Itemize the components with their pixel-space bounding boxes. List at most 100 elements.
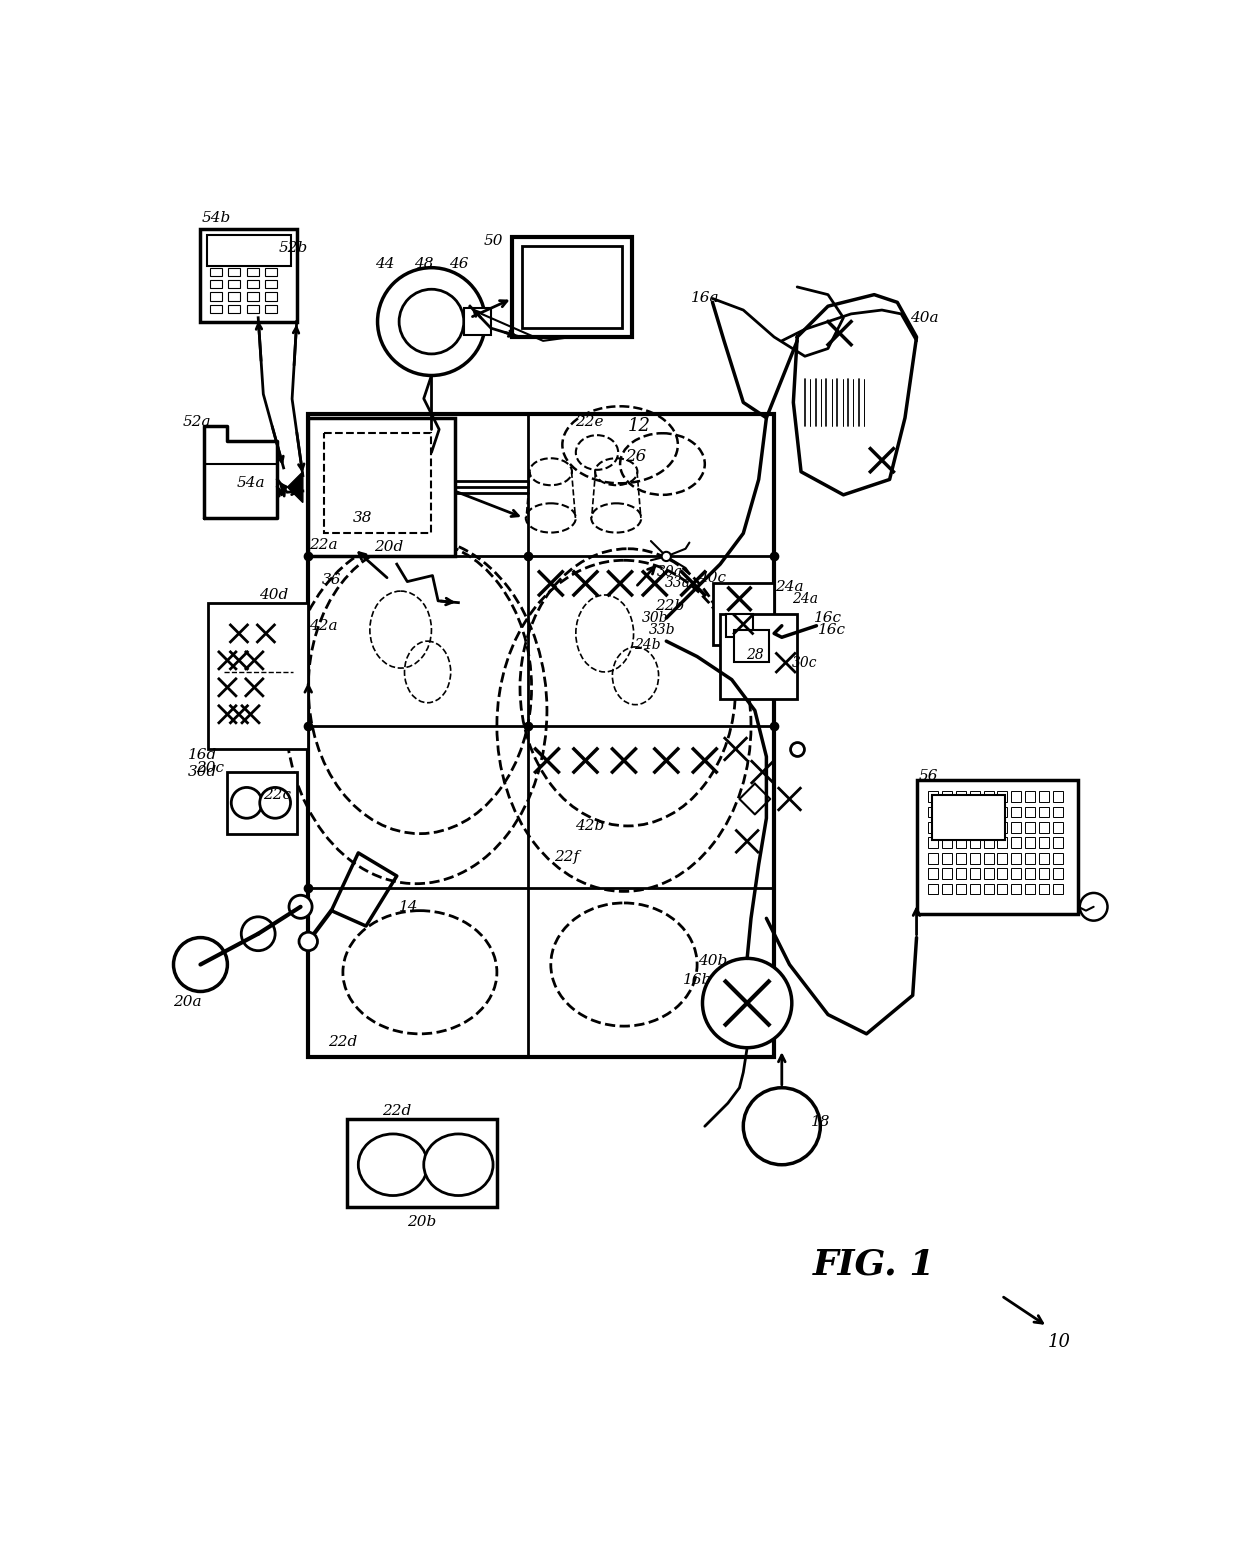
Text: 30c: 30c xyxy=(792,655,817,670)
Text: 22f: 22f xyxy=(553,850,579,864)
Bar xyxy=(1012,791,1022,802)
Text: 40b: 40b xyxy=(698,954,727,968)
Bar xyxy=(983,791,993,802)
Text: 33b: 33b xyxy=(649,623,676,637)
Bar xyxy=(201,229,296,322)
Bar xyxy=(1012,884,1022,894)
Bar xyxy=(1012,822,1022,833)
Circle shape xyxy=(174,937,227,992)
Bar xyxy=(942,822,952,833)
Bar xyxy=(1012,869,1022,880)
Bar xyxy=(916,780,1079,914)
Bar xyxy=(512,237,631,336)
Text: 16d: 16d xyxy=(188,747,217,761)
Circle shape xyxy=(662,551,671,561)
Bar xyxy=(1053,838,1063,849)
Circle shape xyxy=(231,788,262,819)
Bar xyxy=(942,838,952,849)
Text: 22d: 22d xyxy=(382,1104,412,1118)
Bar xyxy=(210,293,222,301)
Bar xyxy=(464,308,491,335)
Text: 38: 38 xyxy=(352,511,372,525)
Bar xyxy=(983,807,993,817)
Bar xyxy=(1039,838,1049,849)
Text: 24a: 24a xyxy=(775,581,804,595)
Bar xyxy=(1053,807,1063,817)
Text: 24b: 24b xyxy=(634,638,661,652)
Text: 22b: 22b xyxy=(656,599,684,613)
Text: FIG. 1: FIG. 1 xyxy=(813,1247,935,1281)
Bar xyxy=(734,629,769,662)
Bar xyxy=(247,280,259,288)
Text: 22c: 22c xyxy=(263,788,291,802)
Bar xyxy=(522,246,622,329)
Circle shape xyxy=(299,933,317,951)
Bar xyxy=(1039,884,1049,894)
Bar xyxy=(970,884,980,894)
Bar xyxy=(324,433,432,534)
Bar xyxy=(247,268,259,276)
Text: 40a: 40a xyxy=(910,311,939,325)
Bar xyxy=(997,884,1007,894)
Text: 48: 48 xyxy=(414,257,434,271)
Text: 50: 50 xyxy=(484,234,502,248)
Bar xyxy=(1053,884,1063,894)
Circle shape xyxy=(259,788,290,819)
Text: 16c: 16c xyxy=(818,623,846,637)
Bar xyxy=(983,869,993,880)
Bar xyxy=(208,603,309,749)
Bar xyxy=(1012,838,1022,849)
Bar xyxy=(1039,853,1049,864)
Text: 46: 46 xyxy=(449,257,469,271)
Bar xyxy=(265,280,278,288)
Ellipse shape xyxy=(424,1133,494,1196)
Text: 20b: 20b xyxy=(407,1216,436,1230)
Circle shape xyxy=(743,1088,821,1165)
Bar xyxy=(207,235,290,266)
Circle shape xyxy=(289,895,312,919)
Text: 24a: 24a xyxy=(792,592,818,606)
Text: 20c: 20c xyxy=(196,761,224,775)
Bar xyxy=(1053,791,1063,802)
Text: 14: 14 xyxy=(398,900,418,914)
Text: 30a: 30a xyxy=(657,565,683,579)
Bar xyxy=(1039,822,1049,833)
Text: 30b: 30b xyxy=(641,610,668,624)
Bar xyxy=(1012,807,1022,817)
Text: 26: 26 xyxy=(625,448,646,466)
Text: 40c: 40c xyxy=(698,571,727,585)
Text: 54b: 54b xyxy=(201,210,231,224)
Bar xyxy=(347,1118,497,1207)
Bar xyxy=(983,884,993,894)
Text: 52a: 52a xyxy=(182,414,211,428)
Bar xyxy=(228,305,241,313)
Circle shape xyxy=(399,290,464,353)
Bar xyxy=(1025,822,1035,833)
Bar xyxy=(942,807,952,817)
Circle shape xyxy=(242,917,275,951)
Bar xyxy=(227,772,296,833)
Bar xyxy=(956,822,966,833)
Bar xyxy=(942,853,952,864)
Text: 52b: 52b xyxy=(278,241,308,255)
Bar xyxy=(1039,791,1049,802)
Bar xyxy=(970,807,980,817)
Bar xyxy=(997,791,1007,802)
Bar xyxy=(228,293,241,301)
Bar xyxy=(956,869,966,880)
Bar xyxy=(983,838,993,849)
Bar xyxy=(928,791,939,802)
Bar xyxy=(210,280,222,288)
Text: 18: 18 xyxy=(811,1115,830,1129)
Text: 12: 12 xyxy=(627,417,651,434)
Text: 44: 44 xyxy=(376,257,396,271)
Circle shape xyxy=(703,959,792,1048)
Bar xyxy=(928,853,939,864)
Polygon shape xyxy=(288,472,303,503)
Bar xyxy=(1012,853,1022,864)
Bar xyxy=(265,268,278,276)
Bar xyxy=(928,869,939,880)
Bar xyxy=(970,791,980,802)
Bar xyxy=(997,838,1007,849)
Bar xyxy=(956,838,966,849)
